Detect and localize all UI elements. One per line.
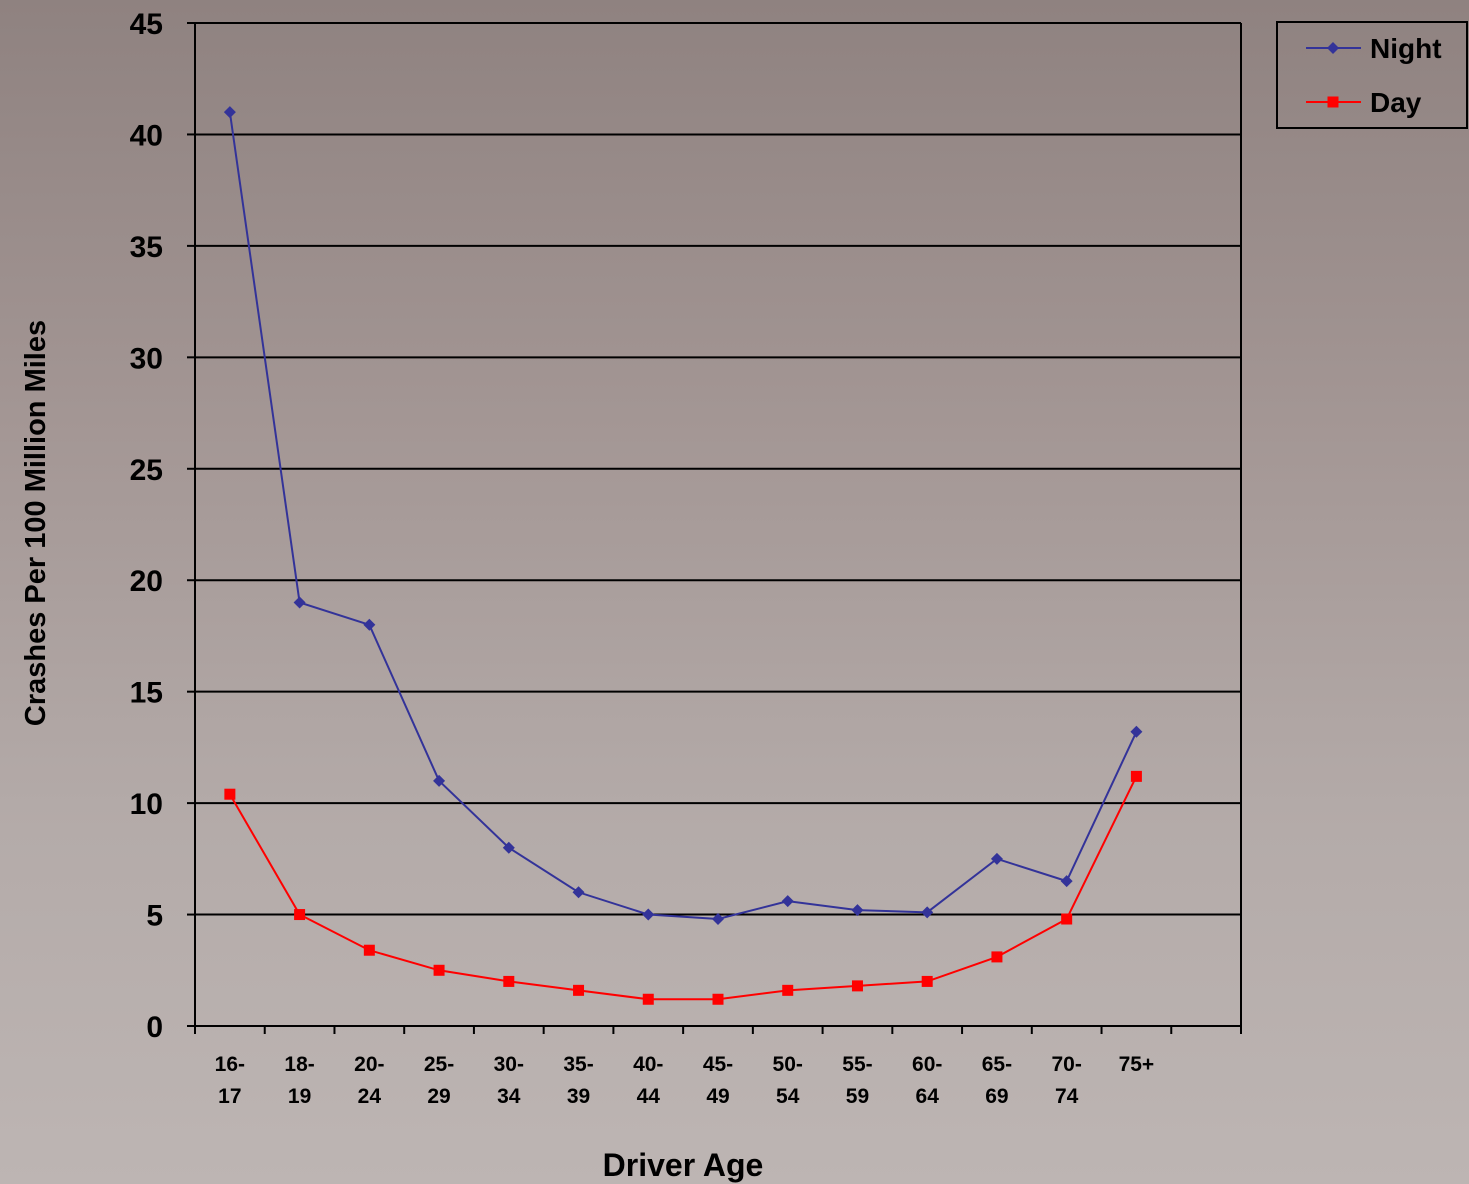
legend-box <box>1276 21 1468 129</box>
data-point-night <box>1130 725 1143 738</box>
data-point-day <box>712 993 724 1005</box>
x-tick-label: 34 <box>497 1085 521 1108</box>
data-point-night <box>433 774 446 787</box>
data-point-day <box>991 951 1003 963</box>
x-tick-label: 70- <box>1051 1053 1081 1076</box>
data-point-night <box>223 106 236 119</box>
data-point-night <box>990 852 1003 865</box>
x-tick-label: 74 <box>1055 1085 1079 1108</box>
x-tick-label: 39 <box>567 1085 590 1108</box>
y-axis: 0 5 10 15 20 25 30 35 40 45 <box>130 8 195 1044</box>
x-tick-label: 49 <box>706 1085 729 1108</box>
y-tick-label: 30 <box>130 342 163 375</box>
x-tick-label: 20- <box>354 1053 384 1076</box>
y-tick-label: 25 <box>130 454 163 487</box>
data-point-day <box>573 984 585 996</box>
y-tick-label: 45 <box>130 8 163 41</box>
data-point-day <box>294 909 306 921</box>
data-point-day <box>503 975 515 987</box>
data-point-night <box>781 895 794 908</box>
legend-marker-day <box>1327 96 1339 108</box>
legend-label-day: Day <box>1370 87 1422 118</box>
x-tick-label: 75+ <box>1119 1053 1155 1076</box>
y-tick-label: 15 <box>130 677 163 710</box>
x-tick-label: 54 <box>776 1085 800 1108</box>
legend-marker-night <box>1327 42 1339 54</box>
legend: Night Day <box>1276 21 1468 129</box>
y-tick-label: 20 <box>130 565 163 598</box>
x-tick-label: 18- <box>284 1053 314 1076</box>
x-tick-label: 50- <box>773 1053 803 1076</box>
data-point-night <box>1060 875 1073 888</box>
x-axis-title: Driver Age <box>603 1147 764 1183</box>
series-layer <box>223 106 1143 1005</box>
x-tick-label: 65- <box>982 1053 1012 1076</box>
data-point-night <box>921 906 934 919</box>
y-tick-label: 5 <box>146 900 163 933</box>
series-line-night <box>228 112 1138 921</box>
x-tick-label: 64 <box>916 1085 940 1108</box>
x-tick-label: 16- <box>215 1053 245 1076</box>
data-point-night <box>502 841 515 854</box>
plot-area <box>194 23 1242 1026</box>
series-line-day <box>229 775 1138 1001</box>
y-axis-title: Crashes Per 100 Million Miles <box>20 320 52 726</box>
x-tick-label: 17 <box>218 1085 241 1108</box>
x-tick-label: 19 <box>288 1085 311 1108</box>
legend-label-night: Night <box>1370 33 1442 64</box>
x-tick-label: 25- <box>424 1053 454 1076</box>
x-tick-label: 55- <box>842 1053 872 1076</box>
data-point-day <box>1061 913 1073 925</box>
data-point-night <box>572 886 585 899</box>
x-tick-label: 29 <box>427 1085 450 1108</box>
y-tick-label: 10 <box>130 788 163 821</box>
x-tick-label: 30- <box>494 1053 524 1076</box>
data-point-day <box>1130 770 1142 782</box>
data-point-night <box>293 596 306 609</box>
data-point-day <box>782 984 794 996</box>
x-tick-label: 24 <box>358 1085 382 1108</box>
data-point-night <box>642 908 655 921</box>
data-point-day <box>642 993 654 1005</box>
data-point-day <box>851 980 863 992</box>
x-tick-label: 44 <box>637 1085 661 1108</box>
x-axis: 16- 17 18- 19 20- 24 25- 29 30- 34 35- 39 40- 44 45- 49… <box>194 1026 1242 1108</box>
x-tick-label: 59 <box>846 1085 869 1108</box>
x-tick-label: 40- <box>633 1053 663 1076</box>
data-point-day <box>433 964 445 976</box>
y-tick-label: 35 <box>130 231 163 264</box>
x-tick-label: 45- <box>703 1053 733 1076</box>
data-point-night <box>851 904 864 917</box>
y-tick-label: 40 <box>130 119 163 152</box>
x-tick-label: 35- <box>563 1053 593 1076</box>
data-point-day <box>224 788 236 800</box>
data-point-night <box>363 618 376 631</box>
x-tick-label: 69 <box>985 1085 1008 1108</box>
data-point-day <box>363 944 375 956</box>
y-tick-label: 0 <box>146 1011 163 1044</box>
gridlines <box>195 22 1241 1027</box>
data-point-night <box>712 913 724 926</box>
x-tick-label: 60- <box>912 1053 942 1076</box>
data-point-day <box>921 975 933 987</box>
